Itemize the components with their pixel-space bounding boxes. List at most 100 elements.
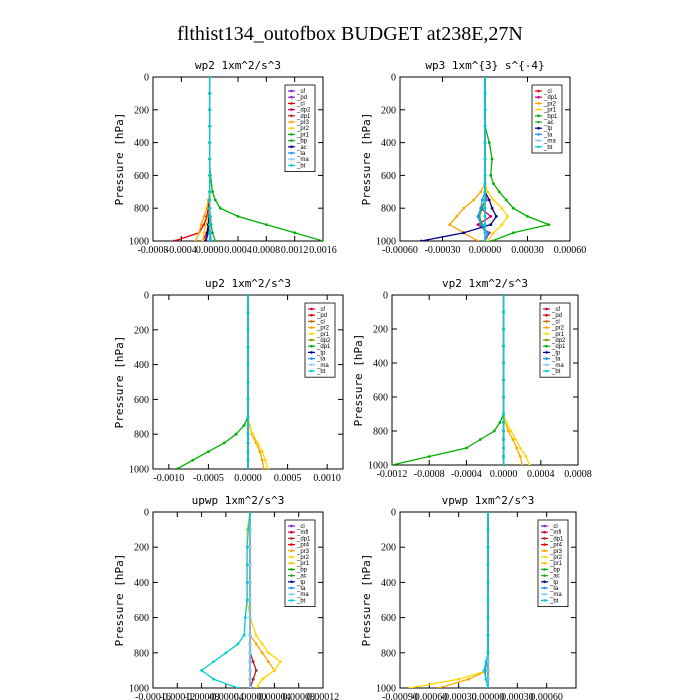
- y-tick-label: 1000: [368, 461, 388, 472]
- y-tick-label: 400: [134, 360, 149, 371]
- data-point-bp1: [504, 198, 508, 202]
- legend-marker: [310, 313, 313, 317]
- y-tick-label: 0: [383, 291, 388, 302]
- legend-label: _pd: [316, 313, 327, 319]
- data-point-ma: [248, 616, 252, 619]
- y-axis-label: Pressure [hPa]: [360, 113, 373, 206]
- data-point-pr2: [267, 651, 270, 655]
- x-tick-label: 0.00030: [511, 245, 544, 256]
- y-tick-label: 800: [381, 648, 396, 659]
- data-point-bt: [246, 424, 250, 427]
- legend-marker: [310, 351, 313, 354]
- legend-label: _pr4: [296, 543, 310, 549]
- legend-marker: [545, 313, 548, 317]
- data-point-bt: [208, 124, 212, 128]
- data-point-bt: [486, 563, 490, 567]
- legend-label: _pr2: [543, 101, 557, 107]
- data-point-bt: [246, 380, 250, 384]
- x-tick-label: 0.00000: [234, 692, 267, 700]
- data-point-pr3: [194, 239, 197, 241]
- legend-label: _sf: [551, 307, 560, 313]
- series-group: [392, 295, 531, 465]
- data-point-bt: [502, 327, 505, 331]
- data-point-bt: [482, 669, 486, 672]
- legend-marker: [543, 561, 546, 565]
- data-point-bt: [486, 651, 490, 655]
- y-tick-label: 200: [381, 543, 396, 554]
- data-point-bt: [243, 616, 247, 619]
- x-tick-label: 0.0000: [234, 473, 262, 484]
- data-point-bt: [483, 239, 487, 241]
- y-tick-label: 800: [381, 204, 396, 215]
- legend-marker: [290, 549, 293, 553]
- data-point-bp: [211, 231, 214, 235]
- panel-title: wp2 1xm^2/s^3: [195, 59, 281, 72]
- legend-marker: [310, 357, 313, 360]
- legend-label: _pr1: [296, 561, 310, 567]
- data-point-bt: [483, 206, 487, 210]
- data-point-dp1: [242, 424, 246, 427]
- legend-marker: [290, 530, 293, 534]
- x-tick-label: 0.0010: [313, 473, 341, 484]
- y-tick-label: 1000: [129, 684, 149, 695]
- data-point-bt: [246, 363, 250, 366]
- data-point-bt: [236, 686, 240, 688]
- legend-label: _cl: [296, 524, 305, 530]
- series-group: [172, 77, 323, 241]
- legend-label: _ac: [543, 120, 554, 126]
- data-point-pr3: [202, 215, 206, 218]
- data-point-tp: [494, 215, 498, 218]
- x-tick-label: 0.0004: [527, 469, 555, 480]
- legend-marker: [543, 592, 546, 596]
- data-point-bt: [502, 378, 505, 382]
- data-point-pr1: [505, 421, 508, 424]
- data-point-pr1: [528, 463, 531, 465]
- data-point-dp1: [234, 432, 238, 436]
- series-group: [408, 512, 490, 688]
- data-point-pr2: [457, 677, 461, 681]
- legend-marker: [290, 102, 293, 105]
- legend-marker: [543, 555, 546, 559]
- data-point-pr2: [455, 215, 459, 218]
- y-tick-label: 800: [373, 427, 388, 438]
- data-point-bt: [483, 141, 487, 145]
- legend-marker: [537, 108, 540, 111]
- series-group: [175, 295, 270, 469]
- data-point-ta: [480, 198, 484, 202]
- data-point-pr1: [213, 198, 217, 202]
- legend-label: _bp1: [543, 114, 558, 120]
- legend-marker: [545, 307, 548, 311]
- y-tick-label: 1000: [129, 237, 149, 248]
- legend-label: _tp: [551, 350, 561, 356]
- panel-title: upwp 1xm^2/s^3: [192, 494, 285, 507]
- y-tick-label: 400: [134, 578, 149, 589]
- legend-marker: [545, 320, 548, 323]
- y-axis-label: Pressure [hPa]: [360, 554, 373, 647]
- data-point-dp1: [251, 660, 255, 663]
- data-point-bt: [208, 223, 212, 227]
- panel-title: vp2 1xm^2/s^3: [442, 277, 528, 290]
- legend-marker: [545, 338, 548, 342]
- legend-marker: [290, 145, 293, 149]
- data-point-bp1: [489, 174, 493, 177]
- legend-marker: [290, 574, 293, 577]
- data-point-pr1: [492, 198, 495, 202]
- legend-label: _ma: [316, 363, 329, 369]
- y-tick-label: 200: [373, 325, 388, 336]
- data-point-bt: [208, 231, 212, 235]
- data-point-bt: [486, 581, 490, 584]
- data-point-bt: [208, 239, 212, 241]
- x-tick-label: 0.00000: [472, 692, 505, 700]
- data-point-dp1: [191, 458, 195, 462]
- data-point-bt: [502, 429, 505, 433]
- legend-marker: [310, 363, 313, 367]
- data-point-pr2: [254, 633, 258, 637]
- legend-label: _dp2: [551, 338, 566, 344]
- data-point-bt: [502, 446, 505, 450]
- x-tick-label: 0.0008: [564, 469, 592, 480]
- legend-label: _bt: [316, 369, 326, 375]
- legend-marker: [290, 95, 293, 99]
- legend-box: [531, 84, 563, 154]
- data-point-bt: [483, 190, 487, 194]
- y-tick-label: 0: [144, 73, 149, 84]
